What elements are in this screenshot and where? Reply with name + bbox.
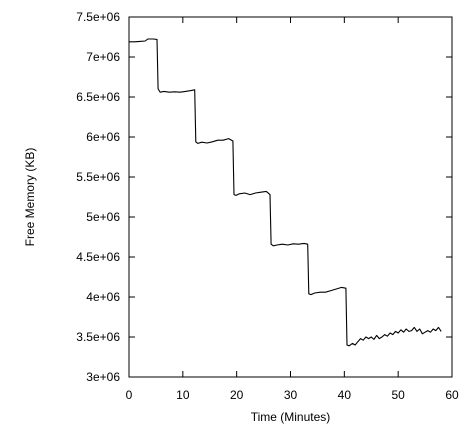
y-tick-label: 4e+06 [86,290,120,304]
x-tick-label: 40 [338,388,352,402]
y-tick-label: 6e+06 [86,130,120,144]
y-tick-label: 7.5e+06 [76,10,120,24]
y-axis: 3e+06 3.5e+06 4e+06 4.5e+06 5e+06 5.5e+06 6e+0… [76,10,452,384]
y-tick-label: 6.5e+06 [76,90,120,104]
x-tick-label: 30 [284,388,298,402]
y-tick-label: 5.5e+06 [76,170,120,184]
free-memory-line [129,38,442,347]
y-tick-label: 7e+06 [86,50,120,64]
x-tick-label: 0 [126,388,133,402]
x-tick-label: 10 [176,388,190,402]
y-tick-label: 5e+06 [86,210,120,224]
y-tick-label: 4.5e+06 [76,250,120,264]
plot-frame [128,16,453,378]
y-tick-label: 3.5e+06 [76,330,120,344]
x-tick-label: 60 [445,388,459,402]
x-axis: 0 10 20 30 40 50 60 [126,17,459,402]
y-tick-label: 3e+06 [86,370,120,384]
y-axis-title: Free Memory (KB) [23,148,37,247]
x-tick-label: 50 [391,388,405,402]
x-axis-title: Time (Minutes) [251,410,331,424]
x-tick-label: 20 [230,388,244,402]
